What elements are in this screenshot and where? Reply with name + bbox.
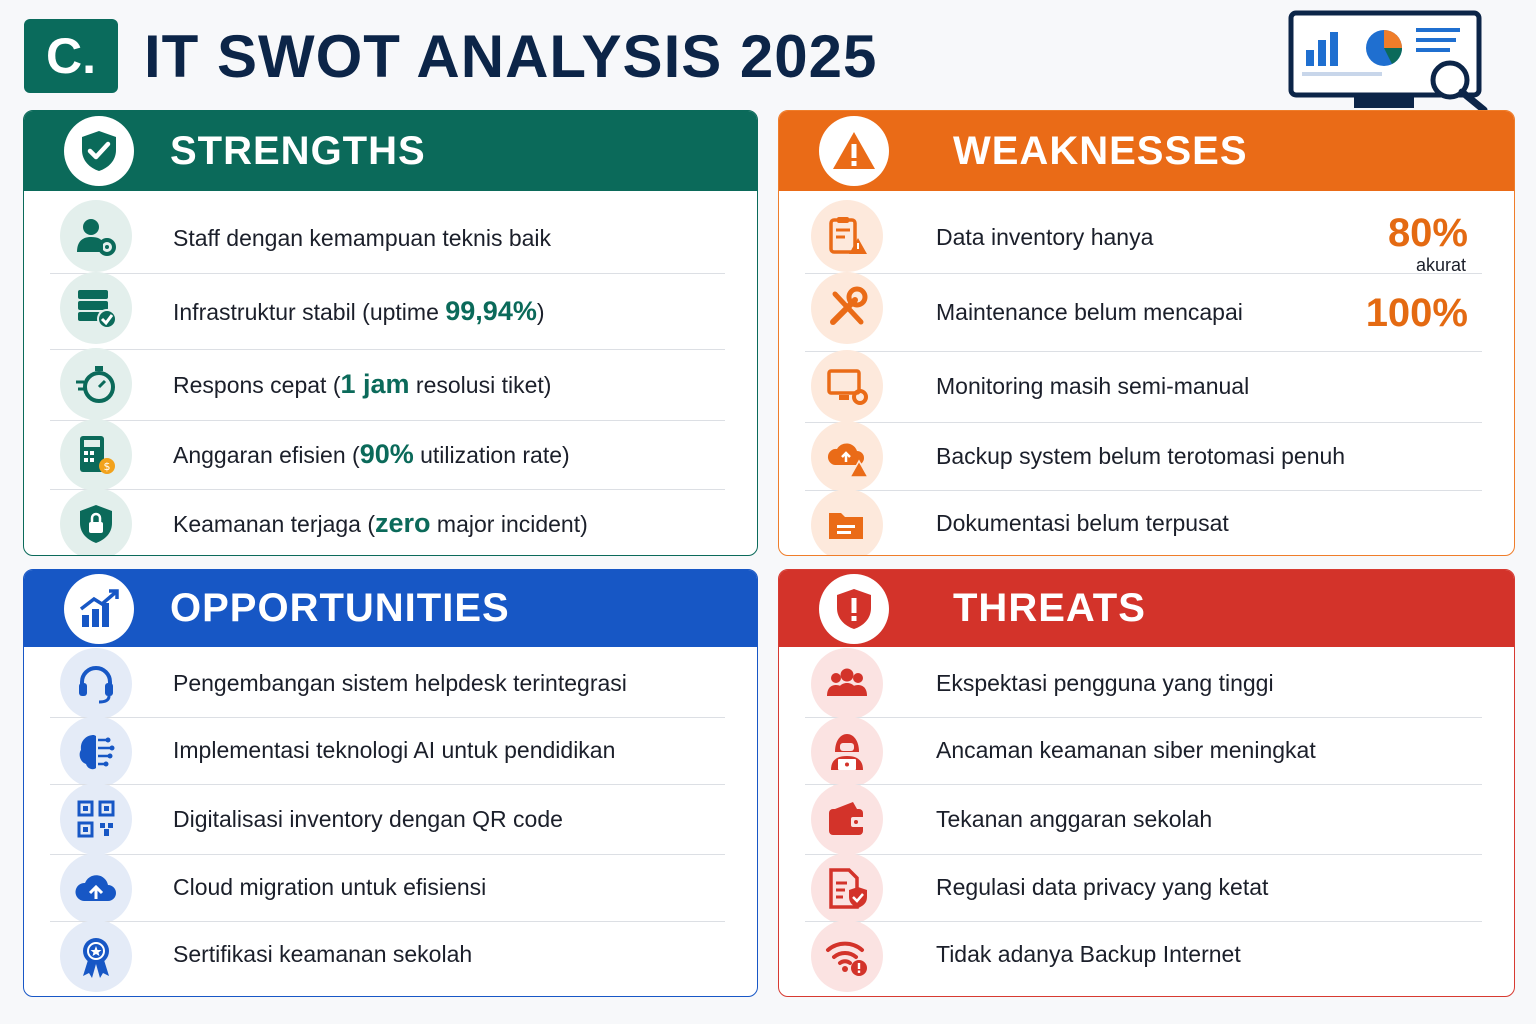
item-text: Implementasi teknologi AI untuk pendidik… [173, 737, 616, 763]
opportunities-title: OPPORTUNITIES [170, 586, 510, 630]
warning-triangle-icon [819, 116, 889, 186]
item-text: Data inventory hanya [936, 223, 1154, 250]
qr-code-icon [60, 783, 132, 855]
ai-brain-icon [60, 716, 132, 788]
item-text: Backup system belum terotomasi penuh [936, 442, 1346, 469]
item-text: Pengembangan sistem helpdesk terintegras… [173, 669, 627, 696]
wrench-screwdriver-icon [811, 272, 883, 344]
metric-value: 80% [1387, 211, 1468, 255]
weaknesses-title: WEAKNESSES [953, 128, 1248, 173]
list-item: Ekspektasi pengguna yang tinggi [779, 648, 1514, 720]
hacker-icon [811, 716, 883, 788]
threats-title: THREATS [953, 586, 1146, 630]
item-text: Keamanan terjaga (zero major incident) [173, 507, 588, 538]
weaknesses-header: WEAKNESSES [779, 111, 1514, 191]
users-group-icon [811, 648, 883, 720]
list-item: Keamanan terjaga (zero major incident) [24, 488, 757, 555]
wifi-alert-icon [811, 920, 883, 992]
item-text: Tekanan anggaran sekolah [936, 805, 1213, 832]
item-text: Maintenance belum mencapai [936, 298, 1243, 325]
list-item: Pengembangan sistem helpdesk terintegras… [24, 648, 757, 720]
award-badge-icon [60, 920, 132, 992]
item-text: Ekspektasi pengguna yang tinggi [936, 669, 1274, 696]
metric-value: 100% [1365, 291, 1468, 335]
clipboard-warning-icon [811, 200, 883, 272]
list-item: Backup system belum terotomasi penuh [779, 421, 1514, 493]
opportunities-header: OPPORTUNITIES [24, 570, 757, 647]
strengths-header: STRENGTHS [24, 111, 757, 191]
item-text: Infrastruktur stabil (uptime 99,94%) [173, 295, 545, 326]
item-text: Cloud migration untuk efisiensi [173, 874, 487, 900]
item-text: Regulasi data privacy yang ketat [936, 874, 1269, 900]
user-gear-icon [60, 200, 132, 272]
item-text: Staff dengan kemampuan teknis baik [173, 224, 552, 251]
monitor-analytics-icon [1288, 10, 1488, 114]
list-item: Maintenance belum mencapai 100% [779, 272, 1514, 351]
item-text: Monitoring masih semi-manual [936, 373, 1250, 399]
list-item: Tidak adanya Backup Internet [779, 920, 1514, 992]
shield-check-icon [64, 116, 134, 186]
list-item: Ancaman keamanan siber meningkat [779, 716, 1514, 788]
item-text: Tidak adanya Backup Internet [936, 941, 1241, 967]
shield-lock-icon [60, 488, 132, 555]
folder-icon [811, 489, 883, 555]
opportunities-panel: OPPORTUNITIES Pengembangan sistem helpde… [23, 569, 758, 997]
shield-alert-icon [819, 573, 889, 644]
list-item: Staff dengan kemampuan teknis baik [24, 200, 757, 273]
cloud-warning-icon [811, 421, 883, 493]
list-item: Regulasi data privacy yang ketat [779, 853, 1514, 925]
item-text: Respons cepat (1 jam resolusi tiket) [173, 369, 552, 399]
list-item: Implementasi teknologi AI untuk pendidik… [24, 716, 757, 788]
section-badge: C. [24, 19, 118, 93]
threats-header: THREATS [779, 570, 1514, 647]
wallet-icon [811, 783, 883, 855]
item-text: Ancaman keamanan siber meningkat [936, 737, 1316, 763]
item-text: Digitalisasi inventory dengan QR code [173, 805, 563, 832]
item-text: Anggaran efisien (90% utilization rate) [173, 439, 570, 469]
threats-panel: THREATS Ekspektasi pengguna yang tinggi … [778, 569, 1515, 997]
list-item: Respons cepat (1 jam resolusi tiket) [24, 348, 757, 420]
monitor-gear-icon [811, 350, 883, 422]
svg-text:$: $ [104, 460, 111, 473]
stopwatch-icon [60, 348, 132, 420]
list-item: Dokumentasi belum terpusat [779, 489, 1514, 555]
calculator-coin-icon: $ [60, 419, 132, 491]
item-text: Dokumentasi belum terpusat [936, 509, 1229, 536]
cloud-upload-icon [60, 853, 132, 925]
list-item: Data inventory hanya 80% akurat [779, 200, 1514, 275]
strengths-title: STRENGTHS [170, 128, 426, 173]
metric-unit: akurat [1415, 255, 1466, 275]
growth-chart-icon [64, 573, 134, 644]
list-item: $ Anggaran efisien (90% utilization rate… [24, 419, 757, 491]
item-text: Sertifikasi keamanan sekolah [173, 941, 473, 967]
list-item: Tekanan anggaran sekolah [779, 783, 1514, 855]
page-title: IT SWOT ANALYSIS 2025 [144, 22, 878, 90]
list-item: Digitalisasi inventory dengan QR code [24, 783, 757, 855]
document-shield-icon [811, 853, 883, 925]
list-item: Cloud migration untuk efisiensi [24, 853, 757, 925]
list-item: Monitoring masih semi-manual [779, 350, 1514, 422]
weaknesses-panel: WEAKNESSES Data inventory hanya 80% akur… [778, 110, 1515, 556]
list-item: Sertifikasi keamanan sekolah [24, 920, 757, 992]
list-item: Infrastruktur stabil (uptime 99,94%) [24, 272, 757, 349]
title-bar: C. IT SWOT ANALYSIS 2025 [24, 18, 877, 94]
strengths-panel: STRENGTHS Staff dengan kemampuan teknis … [23, 110, 758, 556]
headset-icon [60, 648, 132, 720]
server-check-icon [60, 272, 132, 344]
